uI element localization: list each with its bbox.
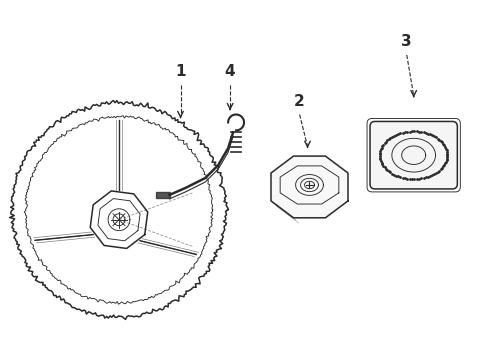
Polygon shape: [271, 156, 348, 218]
Bar: [156, 192, 170, 198]
Text: 3: 3: [401, 34, 412, 49]
Text: 4: 4: [225, 64, 235, 79]
Text: 2: 2: [294, 94, 305, 109]
Text: 1: 1: [175, 64, 186, 79]
FancyBboxPatch shape: [370, 121, 457, 189]
